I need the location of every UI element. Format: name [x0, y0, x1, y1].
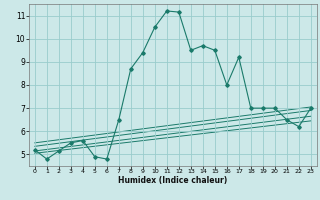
X-axis label: Humidex (Indice chaleur): Humidex (Indice chaleur) — [118, 176, 228, 185]
